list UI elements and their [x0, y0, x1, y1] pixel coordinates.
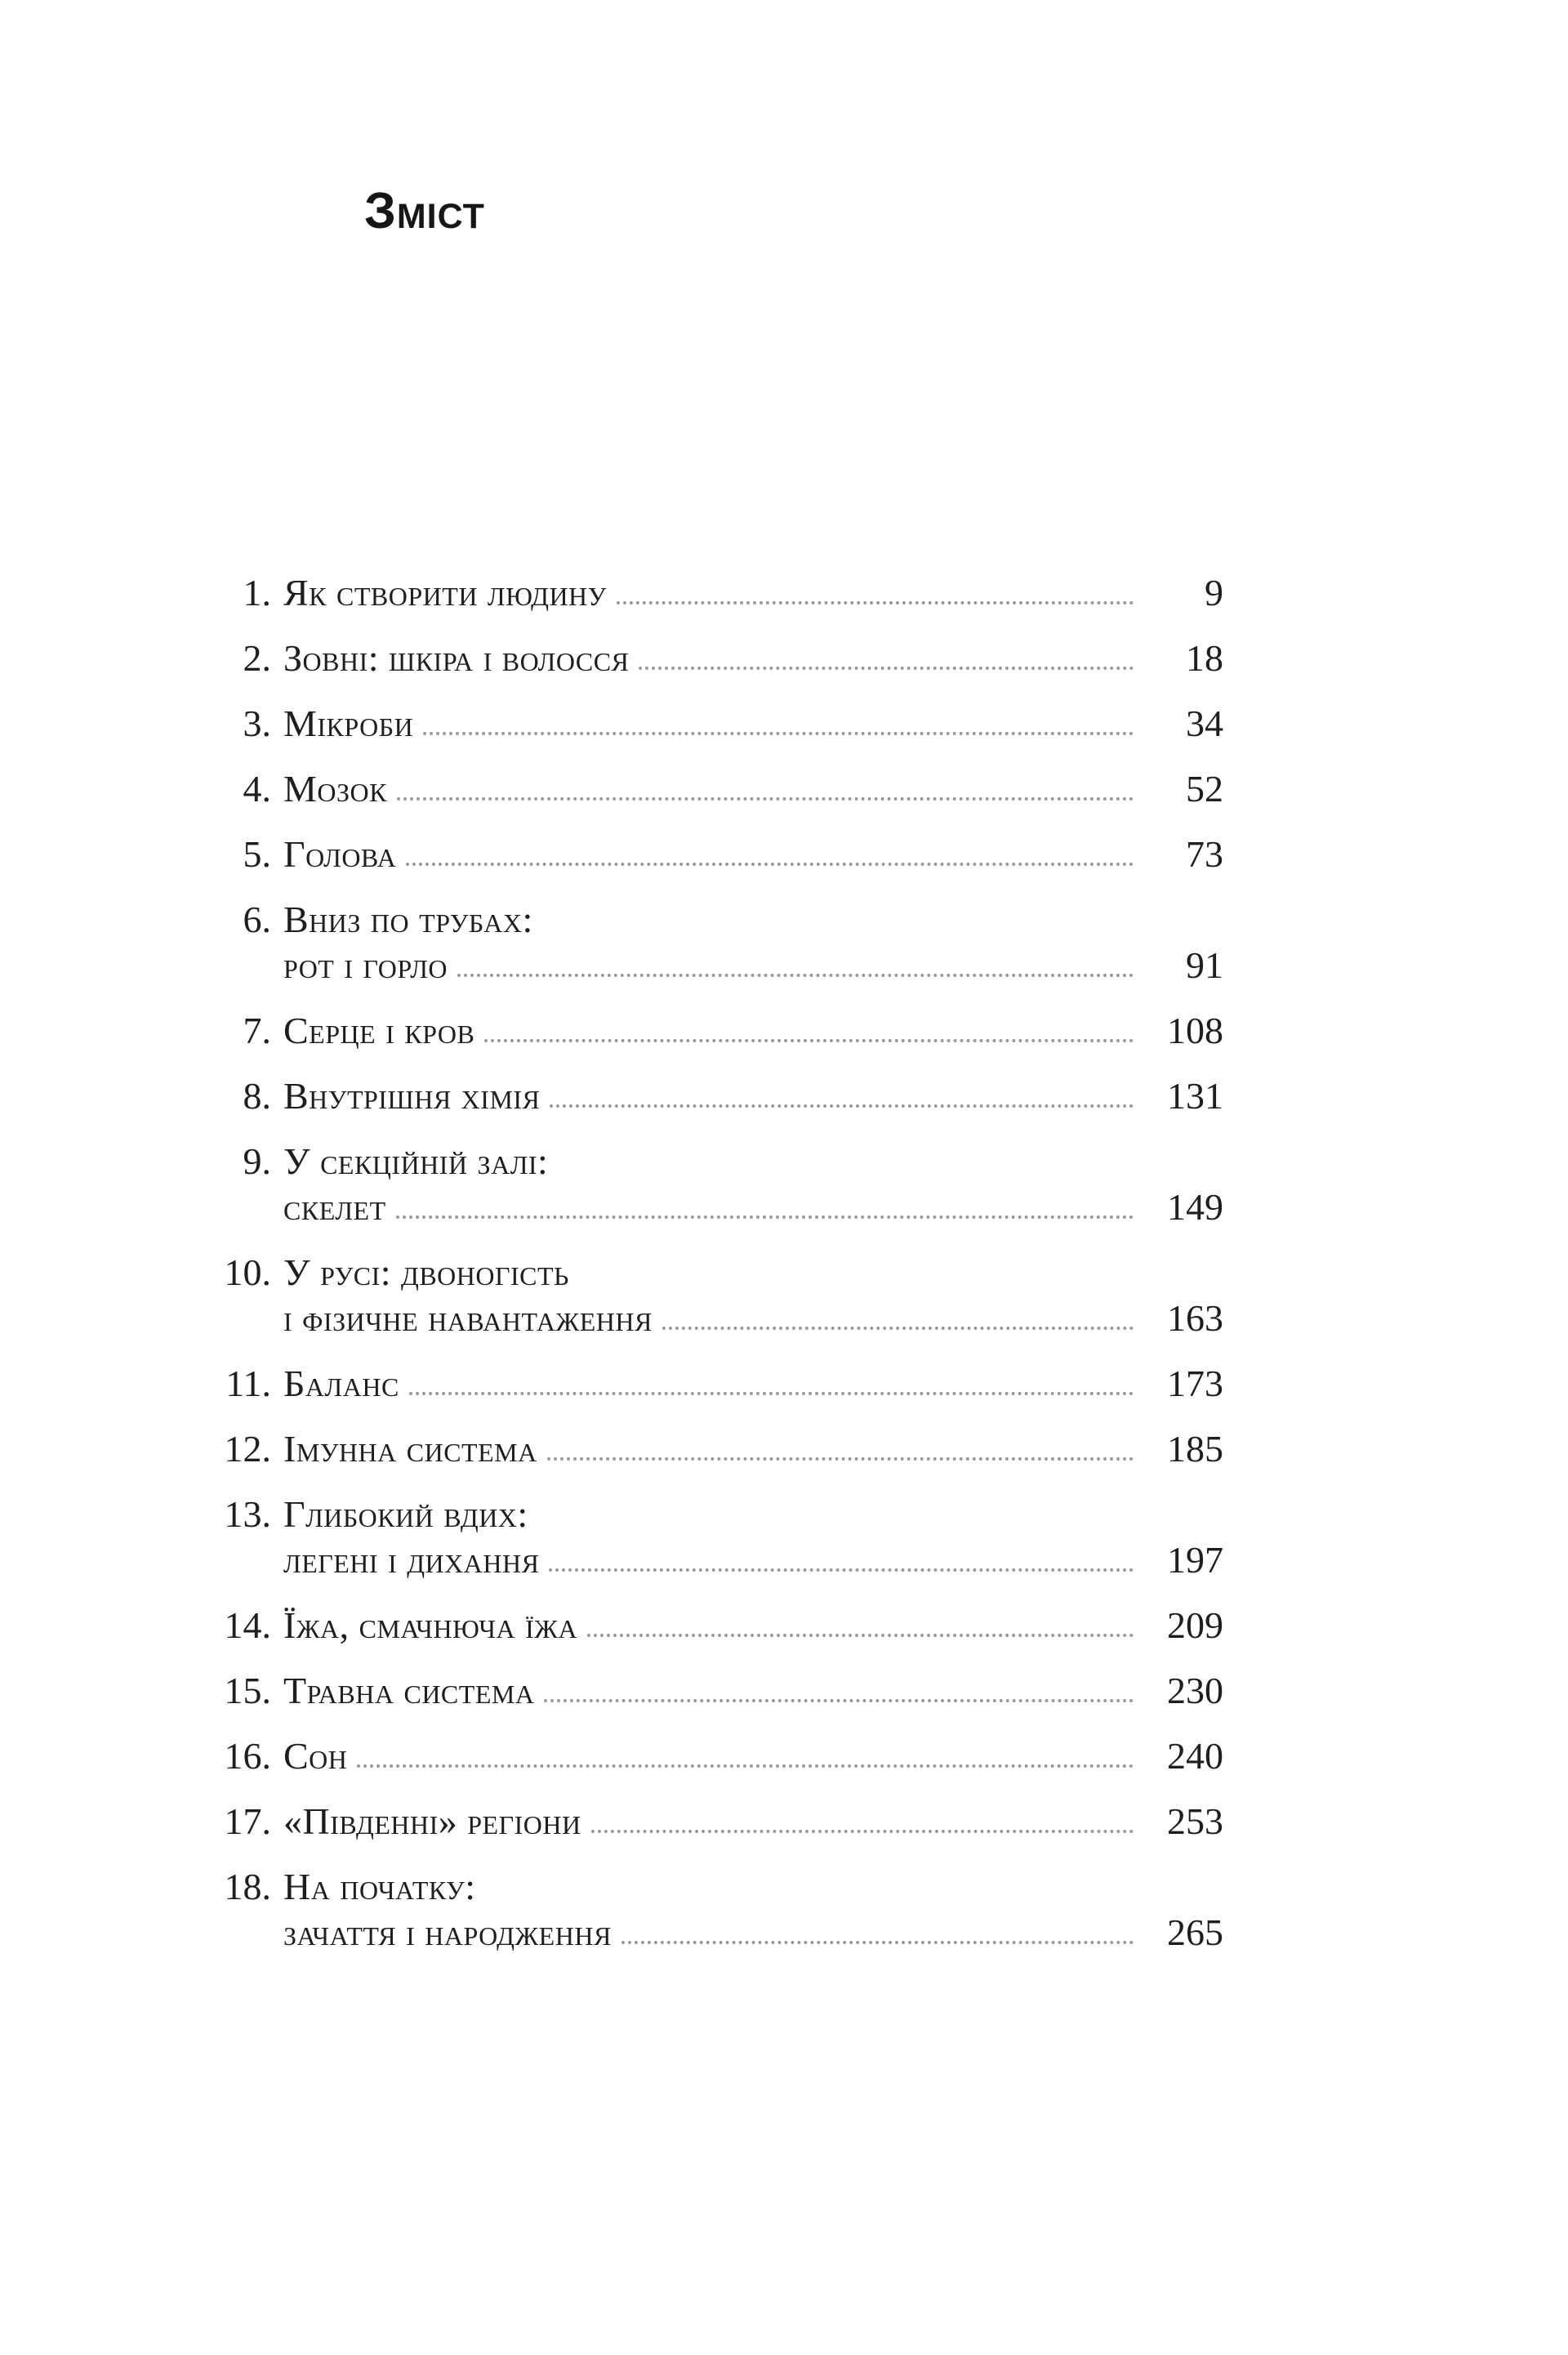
leader-dots	[397, 797, 1134, 801]
page-number: 149	[1167, 1186, 1223, 1228]
toc-entry: 18. На початку: зачаття і народження 265	[222, 1864, 1224, 1956]
entry-title: Мозок	[283, 768, 387, 810]
page-number: 163	[1167, 1297, 1223, 1339]
entry-title: На початку:	[283, 1866, 476, 1907]
entry-number: 1.	[243, 572, 272, 613]
toc-entry: 16. Сон 240	[222, 1733, 1224, 1779]
entry-number: 11.	[225, 1363, 271, 1404]
leader-dots	[423, 732, 1134, 735]
entry-title-continuation: і фізичне навантаження	[283, 1297, 653, 1339]
toc-entry: 7. Серце і кров 108	[222, 1008, 1224, 1054]
leader-dots	[544, 1699, 1134, 1702]
page-number: 185	[1167, 1428, 1223, 1470]
page-number: 52	[1186, 768, 1223, 810]
entry-number: 13.	[224, 1493, 272, 1535]
entry-title: Сон	[283, 1735, 348, 1777]
toc-entry: 6. Вниз по трубах: рот і горло 91	[222, 897, 1224, 988]
toc-entry: 11. Баланс 173	[222, 1361, 1223, 1407]
entry-title: У русі: двоногість	[283, 1251, 569, 1293]
toc-entry: 9. У секційній залі: скелет 149	[222, 1139, 1224, 1230]
toc-entry: 12. Імунна система 185	[222, 1426, 1224, 1472]
entry-number: 14.	[224, 1604, 272, 1646]
entry-number: 17.	[224, 1800, 272, 1842]
entry-title: Серце і кров	[283, 1010, 475, 1051]
entry-number: 2.	[243, 637, 272, 679]
entry-title: У секційній залі:	[283, 1140, 549, 1182]
page-number: 18	[1186, 637, 1223, 679]
toc-entry: 14. Їжа, смачнюча їжа 209	[222, 1603, 1224, 1648]
toc-entry: 10. У русі: двоногість і фізичне наванта…	[222, 1250, 1224, 1341]
entry-title: Як створити людину	[283, 572, 607, 613]
entry-title: Баланс	[283, 1363, 399, 1404]
entry-number: 16.	[224, 1735, 272, 1777]
page-title: Зміст	[364, 183, 485, 239]
entry-number: 3.	[243, 702, 272, 744]
page-number: 91	[1186, 944, 1223, 986]
entry-number: 12.	[224, 1428, 272, 1470]
entry-number: 5.	[243, 833, 272, 875]
entry-title: Глибокий вдих:	[283, 1493, 528, 1535]
toc-list: 1. Як створити людину 9 2. Зовні: шкіра …	[222, 570, 1224, 1975]
leader-dots	[406, 863, 1134, 866]
entry-title: Імунна система	[283, 1428, 537, 1470]
page-number: 34	[1186, 702, 1223, 744]
entry-title: Травна система	[283, 1670, 535, 1711]
entry-number: 4.	[243, 768, 272, 810]
entry-number: 9.	[243, 1140, 272, 1182]
toc-entry: 3. Мікроби 34	[222, 701, 1224, 747]
page-number: 9	[1205, 572, 1223, 613]
toc-entry: 17. «Південні» регіони 253	[222, 1799, 1224, 1844]
page-number: 108	[1167, 1010, 1223, 1051]
toc-entry: 4. Мозок 52	[222, 766, 1224, 812]
page-number: 230	[1167, 1670, 1223, 1711]
leader-dots	[457, 974, 1134, 977]
entry-title: «Південні» регіони	[283, 1800, 581, 1842]
entry-number: 18.	[224, 1866, 272, 1907]
entry-title-continuation: скелет	[283, 1186, 386, 1228]
entry-title: Вниз по трубах:	[283, 899, 533, 940]
page-number: 131	[1167, 1075, 1223, 1117]
leader-dots	[484, 1039, 1134, 1042]
entry-title-continuation: легені і дихання	[283, 1539, 540, 1581]
toc-entry: 5. Голова 73	[222, 832, 1224, 877]
entry-title: Внутрішня хімія	[283, 1075, 541, 1117]
entry-title: Мікроби	[283, 702, 414, 744]
page-number: 197	[1167, 1539, 1223, 1581]
entry-number: 10.	[224, 1251, 272, 1293]
page-number: 265	[1167, 1911, 1223, 1953]
entry-title: Їжа, смачнюча їжа	[283, 1604, 578, 1646]
leader-dots	[590, 1830, 1134, 1833]
entry-number: 7.	[243, 1010, 272, 1051]
entry-number: 15.	[224, 1670, 272, 1711]
toc-entry: 1. Як створити людину 9	[222, 570, 1224, 616]
page-number: 240	[1167, 1735, 1223, 1777]
leader-dots	[395, 1215, 1134, 1219]
entry-title: Голова	[283, 833, 397, 875]
entry-number: 6.	[243, 899, 272, 940]
leader-dots	[587, 1634, 1134, 1637]
leader-dots	[550, 1104, 1134, 1108]
toc-entry: 15. Травна система 230	[222, 1668, 1224, 1714]
toc-entry: 13. Глибокий вдих: легені і дихання 197	[222, 1492, 1224, 1583]
leader-dots	[621, 1941, 1134, 1944]
leader-dots	[357, 1764, 1134, 1768]
page-number: 173	[1167, 1363, 1223, 1404]
entry-number: 8.	[243, 1075, 272, 1117]
leader-dots	[616, 601, 1134, 604]
entry-title: Зовні: шкіра і волосся	[283, 637, 630, 679]
leader-dots	[662, 1327, 1134, 1330]
page-number: 73	[1186, 833, 1223, 875]
entry-title-continuation: рот і горло	[283, 944, 448, 986]
page-number: 253	[1167, 1800, 1223, 1842]
toc-entry: 2. Зовні: шкіра і волосся 18	[222, 636, 1224, 681]
page-number: 209	[1167, 1604, 1223, 1646]
leader-dots	[639, 667, 1134, 670]
leader-dots	[408, 1392, 1134, 1395]
entry-title-continuation: зачаття і народження	[283, 1911, 612, 1953]
leader-dots	[549, 1568, 1134, 1572]
leader-dots	[546, 1457, 1134, 1461]
toc-entry: 8. Внутрішня хімія 131	[222, 1073, 1224, 1119]
